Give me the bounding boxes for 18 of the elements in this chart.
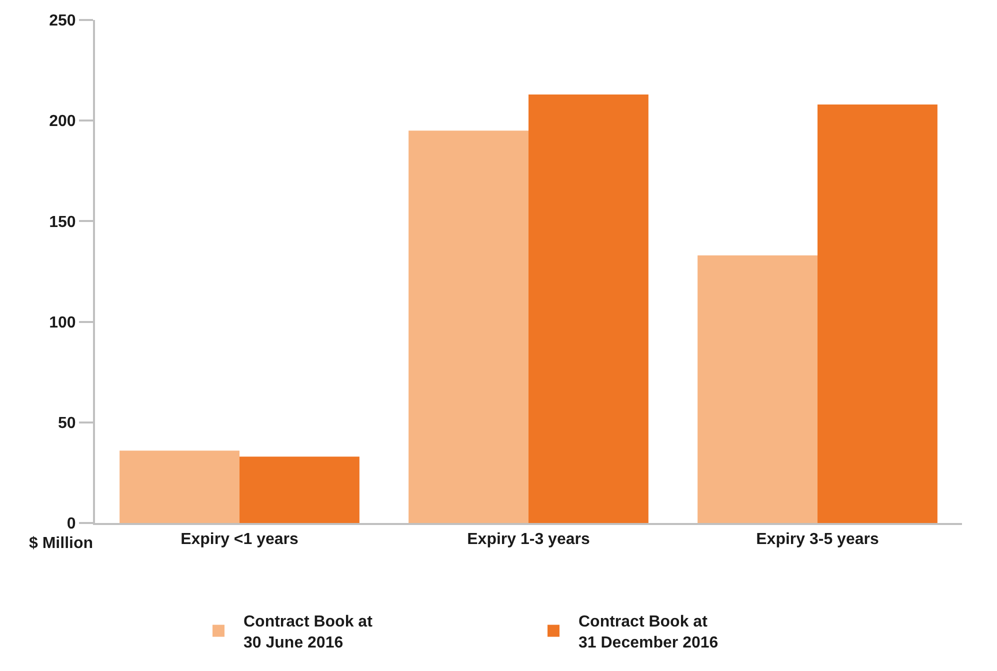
y-tick-label: 200 [49, 113, 76, 130]
bar [818, 104, 938, 523]
y-tick-label: 100 [49, 314, 76, 332]
y-tick-label: 150 [49, 214, 76, 231]
y-tick-label: 50 [58, 415, 76, 432]
legend-label: Contract Book at 30 June 2016 [244, 614, 374, 652]
bar [698, 255, 818, 523]
bar [408, 130, 528, 523]
x-tick-label: Expiry 1-3 years [467, 531, 590, 548]
x-tick-label: Expiry 3-5 years [756, 531, 879, 548]
y-tick-label: 0 [66, 516, 76, 533]
x-tick-label: Expiry <1 years [180, 531, 299, 548]
bar [240, 456, 360, 523]
y-tick-label: 250 [49, 12, 76, 30]
bar [120, 450, 240, 523]
y-axis-title: $ Million [29, 535, 93, 552]
bar [528, 94, 648, 523]
legend-label: Contract Book at 31 December 2016 [578, 614, 718, 652]
